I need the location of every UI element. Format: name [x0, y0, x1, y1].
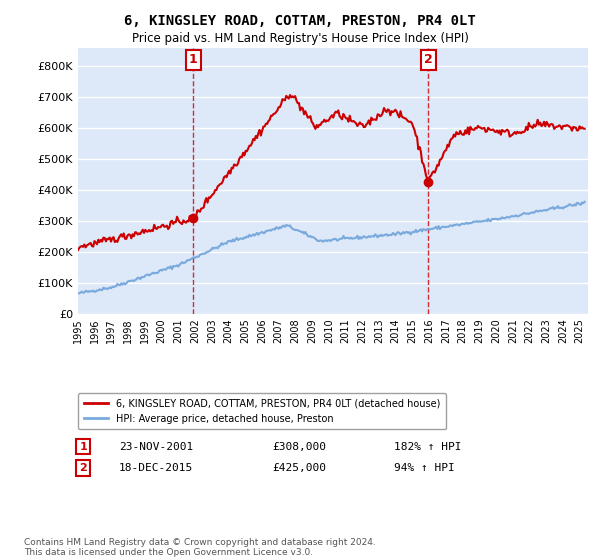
Text: £425,000: £425,000: [272, 463, 326, 473]
Text: 1: 1: [79, 442, 87, 451]
Text: 2: 2: [79, 463, 87, 473]
Text: 6, KINGSLEY ROAD, COTTAM, PRESTON, PR4 0LT: 6, KINGSLEY ROAD, COTTAM, PRESTON, PR4 0…: [124, 14, 476, 28]
Text: 23-NOV-2001: 23-NOV-2001: [119, 442, 193, 451]
Legend: 6, KINGSLEY ROAD, COTTAM, PRESTON, PR4 0LT (detached house), HPI: Average price,: 6, KINGSLEY ROAD, COTTAM, PRESTON, PR4 0…: [78, 393, 446, 430]
Text: 18-DEC-2015: 18-DEC-2015: [119, 463, 193, 473]
Text: Price paid vs. HM Land Registry's House Price Index (HPI): Price paid vs. HM Land Registry's House …: [131, 32, 469, 45]
Text: 2: 2: [424, 53, 433, 67]
Text: 94% ↑ HPI: 94% ↑ HPI: [394, 463, 455, 473]
Text: £308,000: £308,000: [272, 442, 326, 451]
Text: 182% ↑ HPI: 182% ↑ HPI: [394, 442, 462, 451]
Text: 1: 1: [189, 53, 198, 67]
Text: Contains HM Land Registry data © Crown copyright and database right 2024.
This d: Contains HM Land Registry data © Crown c…: [24, 538, 376, 557]
